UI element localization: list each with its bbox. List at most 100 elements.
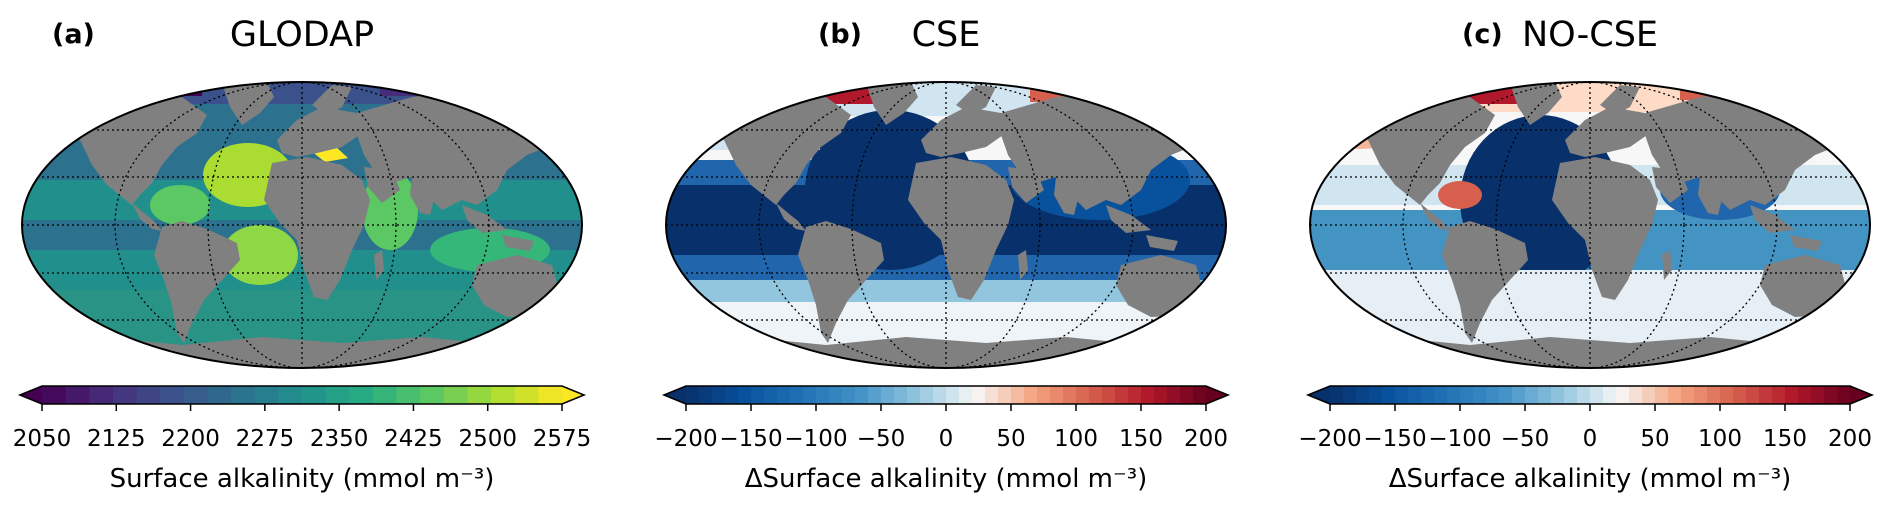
colorbar-cell	[855, 386, 869, 404]
colorbar-b-ticks: −200 −150 −100 −50 0 50 100 150 200	[654, 404, 1228, 452]
colorbar-cell	[1746, 386, 1760, 404]
colorbar-extend-low	[20, 386, 42, 404]
colorbar-cell	[946, 386, 960, 404]
colorbar-cell	[1538, 386, 1552, 404]
colorbar-cell	[372, 386, 398, 404]
colorbar-cell	[1577, 386, 1591, 404]
colorbar-cell	[1759, 386, 1773, 404]
map-c-ocean-field	[1310, 82, 1870, 368]
colorbar-tick-label: 150	[1119, 426, 1163, 452]
colorbar-c-ticks: −200 −150 −100 −50 0 50 100 150 200	[1298, 404, 1872, 452]
colorbar-tick-label: 2575	[533, 426, 592, 452]
colorbar-cell	[112, 386, 138, 404]
colorbar-cell	[136, 386, 161, 404]
colorbar-cell	[1343, 386, 1357, 404]
colorbar-tick-label: 2200	[161, 426, 220, 452]
panel-a: (a) GLODAP 2050 2125 2200 2275 2350 2425 2500 2…	[13, 15, 592, 494]
colorbar-tick-label: 50	[996, 426, 1025, 452]
colorbar-cell	[302, 386, 327, 404]
colorbar-tick-label: 2125	[87, 426, 146, 452]
colorbar-cell	[1720, 386, 1734, 404]
colorbar-cell	[816, 386, 830, 404]
colorbar-cell	[1551, 386, 1565, 404]
colorbar-b-label: ΔSurface alkalinity (mmol m⁻³)	[745, 464, 1148, 494]
colorbar-cell	[907, 386, 921, 404]
colorbar-tick-label: −100	[784, 426, 847, 452]
panel-c-title: NO-CSE	[1522, 15, 1658, 55]
colorbar-cell	[868, 386, 882, 404]
colorbar-cell	[1141, 386, 1155, 404]
colorbar-cell	[514, 386, 539, 404]
colorbar-cell	[467, 386, 492, 404]
colorbar-extend-low	[1308, 386, 1330, 404]
colorbar-cell	[998, 386, 1012, 404]
colorbar-cell	[1655, 386, 1669, 404]
colorbar-cell	[1681, 386, 1695, 404]
colorbar-cell	[538, 386, 563, 404]
colorbar-cell	[1102, 386, 1116, 404]
colorbar-cell	[1616, 386, 1630, 404]
colorbar-cell	[1694, 386, 1708, 404]
colorbar-cell	[1115, 386, 1129, 404]
panel-c-label: (c)	[1462, 19, 1503, 50]
colorbar-tick-label: 0	[1583, 426, 1598, 452]
colorbar-b: −200 −150 −100 −50 0 50 100 150 200	[654, 385, 1231, 452]
colorbar-tick-label: 100	[1054, 426, 1098, 452]
colorbar-cell	[1434, 386, 1448, 404]
colorbar-cell	[686, 386, 700, 404]
colorbar-cell	[972, 386, 986, 404]
panel-b-title: CSE	[912, 15, 981, 55]
colorbar-cell	[790, 386, 804, 404]
colorbar-cell	[1629, 386, 1643, 404]
colorbar-cell	[1180, 386, 1194, 404]
colorbar-cell	[933, 386, 947, 404]
colorbar-tick-label: 2350	[310, 426, 369, 452]
colorbar-cell	[1382, 386, 1396, 404]
colorbar-cell	[1447, 386, 1461, 404]
colorbar-cell	[1076, 386, 1090, 404]
colorbar-cell	[738, 386, 752, 404]
colorbar-cell	[1603, 386, 1617, 404]
colorbar-cell	[1811, 386, 1825, 404]
colorbar-tick-label: 200	[1184, 426, 1228, 452]
colorbar-a-cells	[17, 385, 587, 405]
colorbar-cell	[1525, 386, 1539, 404]
colorbar-cell	[1193, 386, 1207, 404]
colorbar-cell	[1011, 386, 1025, 404]
colorbar-cell	[1356, 386, 1370, 404]
colorbar-cell	[254, 386, 279, 404]
colorbar-cell	[1590, 386, 1604, 404]
colorbar-cell	[712, 386, 726, 404]
colorbar-cell	[278, 386, 303, 404]
colorbar-c-label: ΔSurface alkalinity (mmol m⁻³)	[1389, 464, 1792, 494]
panel-b: (b) CSE −200 −150 −100 −50 0 50 100 150 200 ΔSur…	[654, 15, 1231, 494]
colorbar-tick-label: 200	[1828, 426, 1872, 452]
colorbar-cell	[1642, 386, 1656, 404]
colorbar-cell	[160, 386, 185, 404]
colorbar-cell	[1499, 386, 1513, 404]
colorbar-a-ticks: 2050 2125 2200 2275 2350 2425 2500 2575	[13, 404, 592, 452]
colorbar-a-label: Surface alkalinity (mmol m⁻³)	[110, 464, 495, 494]
colorbar-cell	[1798, 386, 1812, 404]
colorbar-c-cells	[1305, 385, 1875, 405]
colorbar-cell	[699, 386, 713, 404]
colorbar-cell	[1460, 386, 1474, 404]
colorbar-cell	[829, 386, 843, 404]
colorbar-cell	[764, 386, 778, 404]
colorbar-cell	[1024, 386, 1038, 404]
map-a-ocean-field	[22, 82, 582, 368]
colorbar-cell	[1785, 386, 1799, 404]
colorbar-cell	[207, 386, 232, 404]
panel-b-label: (b)	[818, 19, 862, 50]
colorbar-cell	[1564, 386, 1578, 404]
colorbar-cell	[1128, 386, 1142, 404]
colorbar-cell	[396, 386, 421, 404]
colorbar-cell	[959, 386, 973, 404]
colorbar-tick-label: 0	[939, 426, 954, 452]
colorbar-cell	[1050, 386, 1064, 404]
colorbar-cell	[1707, 386, 1721, 404]
colorbar-cell	[42, 386, 67, 404]
colorbar-a: 2050 2125 2200 2275 2350 2425 2500 2575	[13, 385, 592, 452]
colorbar-cell	[1330, 386, 1344, 404]
